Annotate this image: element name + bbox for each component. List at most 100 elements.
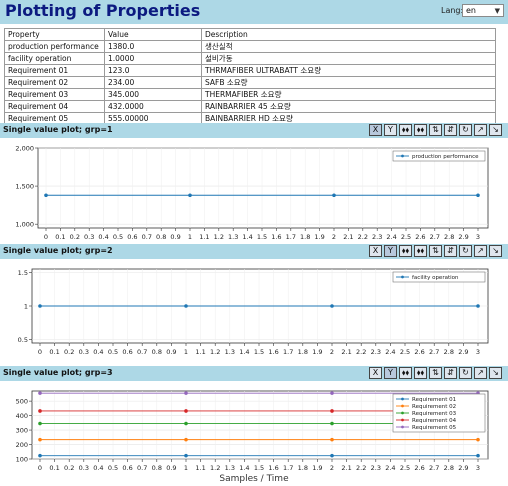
plot-chart-grp2[interactable]: 0.5 1 1.5 0 0.1 0.2 0.3 0.4 0.5 0.6 0.7 0.8 0.9 1 1.1 1… [0,261,508,365]
x-tick-label: 1.4 [239,348,249,356]
y-fit-button[interactable]: ⇅ [429,245,442,257]
y-expand-button[interactable]: ⇵ [444,124,457,136]
zoom-out-button[interactable]: ↘ [489,124,502,136]
table-cell: Requirement 02 [4,76,105,89]
x-tick-label: 2.7 [429,348,439,356]
table-row: Requirement 04 432.0000 RAINBARRIER 45 소… [4,100,496,113]
column-header: Property [4,28,105,41]
x-tick-label: 1 [184,464,188,472]
plot-section-header-grp2: Single value plot; grp=2 X Y ⬧⬧ ⬧⬧ ⇅ ⇵ ↻… [0,244,508,259]
x-tick-label: 2 [332,233,336,241]
zoom-out-button[interactable]: ↘ [489,245,502,257]
x-tick-label: 1.5 [257,233,267,241]
table-cell: 생산실적 [201,40,496,53]
x-tick-label: 1.9 [314,233,324,241]
x-tick-label: 1 [184,348,188,356]
x-tick-label: 1.2 [210,464,220,472]
x-tick-label: 0.8 [152,464,162,472]
table-header-row: Property Value Description [4,28,496,41]
data-point [188,193,192,198]
x-tick-label: 1.9 [312,348,322,356]
y-tick-label: 0.5 [18,336,28,344]
x-tick-label: 1.8 [298,348,308,356]
x-tick-label: 2.8 [444,348,454,356]
x-tick-label: 2.3 [371,348,381,356]
y-zoom-button[interactable]: Y [384,245,397,257]
x-tick-label: 1 [188,233,192,241]
reset-button[interactable]: ↻ [459,245,472,257]
x-tick-label: 2.9 [458,464,468,472]
x-zoom-button[interactable]: X [369,367,382,379]
x-tick-label: 0.7 [142,233,152,241]
plot-chart-grp3[interactable]: 100 200 300 400 500 0 0.1 0.2 0.3 0.4 0.5 0.6 0.7 0.8… [0,383,508,474]
x-zoom-button[interactable]: X [369,124,382,136]
table-row: Requirement 03 345.000 THERMAFIBER 소요량 [4,88,496,101]
lang-select[interactable]: en ▼ [462,4,504,17]
x-tick-label: 2.2 [356,464,366,472]
x-tick-label: 2.6 [414,348,424,356]
y-expand-button[interactable]: ⇵ [444,245,457,257]
x-tick-label: 2.4 [385,464,395,472]
plot-section-header-grp1: Single value plot; grp=1 X Y ⬧⬧ ⬧⬧ ⇅ ⇵ ↻… [0,123,508,138]
legend [392,150,486,162]
table-cell: 1.0000 [104,52,202,65]
x-tick-label: 0.9 [166,348,176,356]
x-tick-label: 2.5 [401,233,411,241]
zoom-out-button[interactable]: ↘ [489,367,502,379]
data-point [38,409,42,413]
x-tick-label: 1.7 [286,233,296,241]
x-tick-label: 2.1 [341,348,351,356]
x-expand-button[interactable]: ⬧⬧ [414,245,427,257]
table-cell: 123.0 [104,64,202,77]
x-tick-label: 2.3 [371,464,381,472]
x-tick-label: 0.6 [122,464,132,472]
table-cell: 345.000 [104,88,202,101]
reset-button[interactable]: ↻ [459,124,472,136]
x-tick-label: 0.3 [79,348,89,356]
y-zoom-button[interactable]: Y [384,367,397,379]
x-tick-label: 0 [38,464,42,472]
y-expand-button[interactable]: ⇵ [444,367,457,379]
lang-value: en [466,6,476,15]
x-tick-label: 2.9 [458,233,468,241]
x-tick-label: 2.6 [415,233,425,241]
data-point [330,421,334,426]
plot-chart-grp1[interactable]: 1,000 1,500 2,000 0 0.1 0.2 0.3 0.4 0.5 0.6 0.7 0.8… [0,140,508,244]
x-fit-button[interactable]: ⬧⬧ [399,367,412,379]
x-fit-button[interactable]: ⬧⬧ [399,124,412,136]
x-tick-label: 1.4 [242,233,252,241]
zoom-in-button[interactable]: ↗ [474,367,487,379]
table-row: Requirement 05 555.00000 BAINBARRIER HD … [4,112,496,125]
legend-marker [401,425,404,429]
y-tick-label: 1 [24,303,28,311]
legend-label: Requirement 05 [412,425,457,431]
x-tick-label: 0.7 [137,464,147,472]
x-fit-button[interactable]: ⬧⬧ [399,245,412,257]
zoom-in-button[interactable]: ↗ [474,124,487,136]
zoom-in-button[interactable]: ↗ [474,245,487,257]
y-fit-button[interactable]: ⇅ [429,367,442,379]
y-tick-label: 1,000 [15,221,34,229]
y-zoom-button[interactable]: Y [384,124,397,136]
table-cell: production performance [4,40,105,53]
table-cell: SAFB 소요량 [201,76,496,89]
properties-table: Property Value Description production pe… [4,28,496,125]
x-tick-label: 0.3 [79,464,89,472]
data-point [476,193,480,198]
x-tick-label: 2.8 [444,233,454,241]
x-tick-label: 1.5 [254,464,264,472]
reset-button[interactable]: ↻ [459,367,472,379]
x-tick-label: 2.2 [356,348,366,356]
plot-section-title: Single value plot; grp=1 [3,125,113,134]
legend-label: production performance [412,154,479,160]
x-tick-label: 1.2 [214,233,224,241]
x-expand-button[interactable]: ⬧⬧ [414,124,427,136]
data-point [184,437,188,442]
x-expand-button[interactable]: ⬧⬧ [414,367,427,379]
y-fit-button[interactable]: ⇅ [429,124,442,136]
x-tick-label: 1.3 [228,233,238,241]
x-zoom-button[interactable]: X [369,245,382,257]
x-tick-label: 0.1 [49,464,59,472]
data-point [184,304,188,308]
data-point [332,193,336,198]
